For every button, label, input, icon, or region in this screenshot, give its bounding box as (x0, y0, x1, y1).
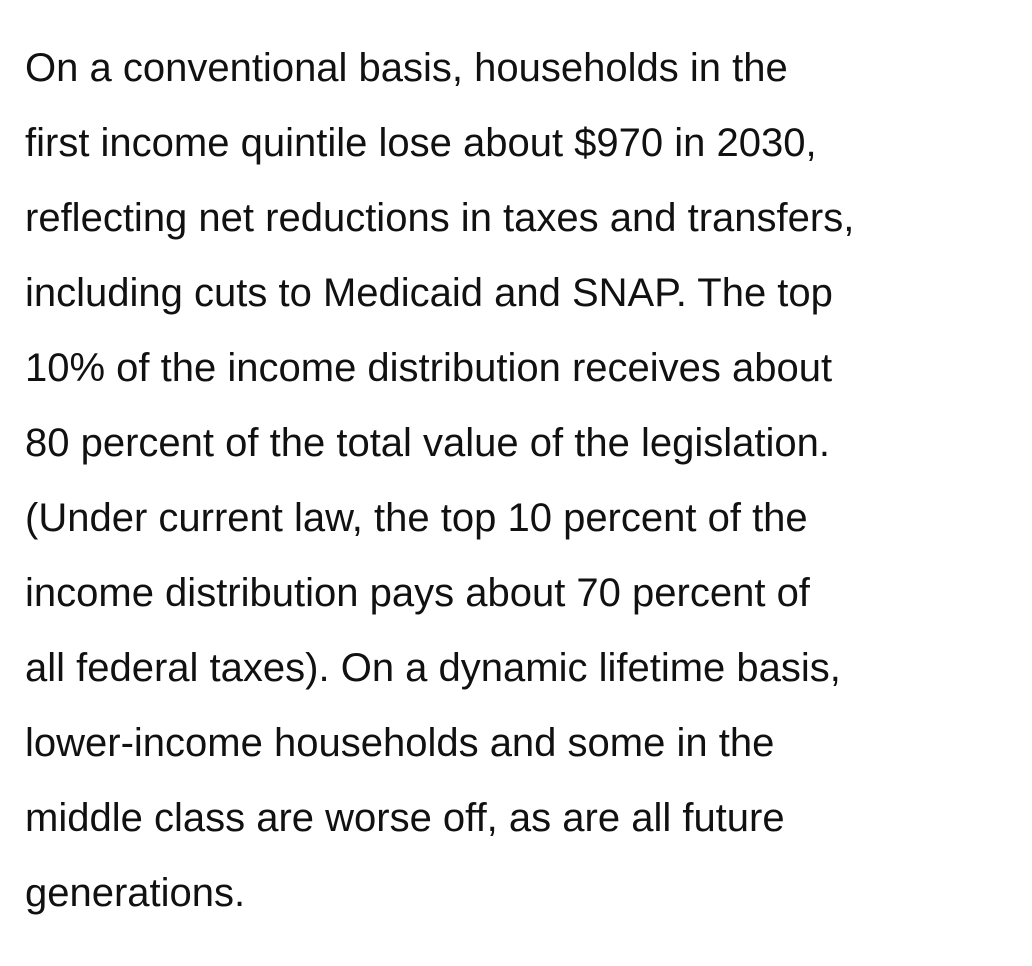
paragraph-line: generations. (25, 871, 246, 915)
article-paragraph: On a conventional basis, households in t… (25, 31, 1025, 931)
paragraph-line: On a conventional basis, households in t… (25, 46, 788, 90)
paragraph-line: income distribution pays about 70 percen… (25, 571, 810, 615)
paragraph-line: lower-income households and some in the (25, 721, 775, 765)
paragraph-line: middle class are worse off, as are all f… (25, 796, 785, 840)
paragraph-line: first income quintile lose about $970 in… (25, 121, 817, 165)
paragraph-line: reflecting net reductions in taxes and t… (25, 196, 855, 240)
paragraph-line: 80 percent of the total value of the leg… (25, 421, 830, 465)
paragraph-line: 10% of the income distribution receives … (25, 346, 833, 390)
paragraph-line: including cuts to Medicaid and SNAP. The… (25, 271, 833, 315)
paragraph-line: (Under current law, the top 10 percent o… (25, 496, 808, 540)
paragraph-line: all federal taxes). On a dynamic lifetim… (25, 646, 841, 690)
